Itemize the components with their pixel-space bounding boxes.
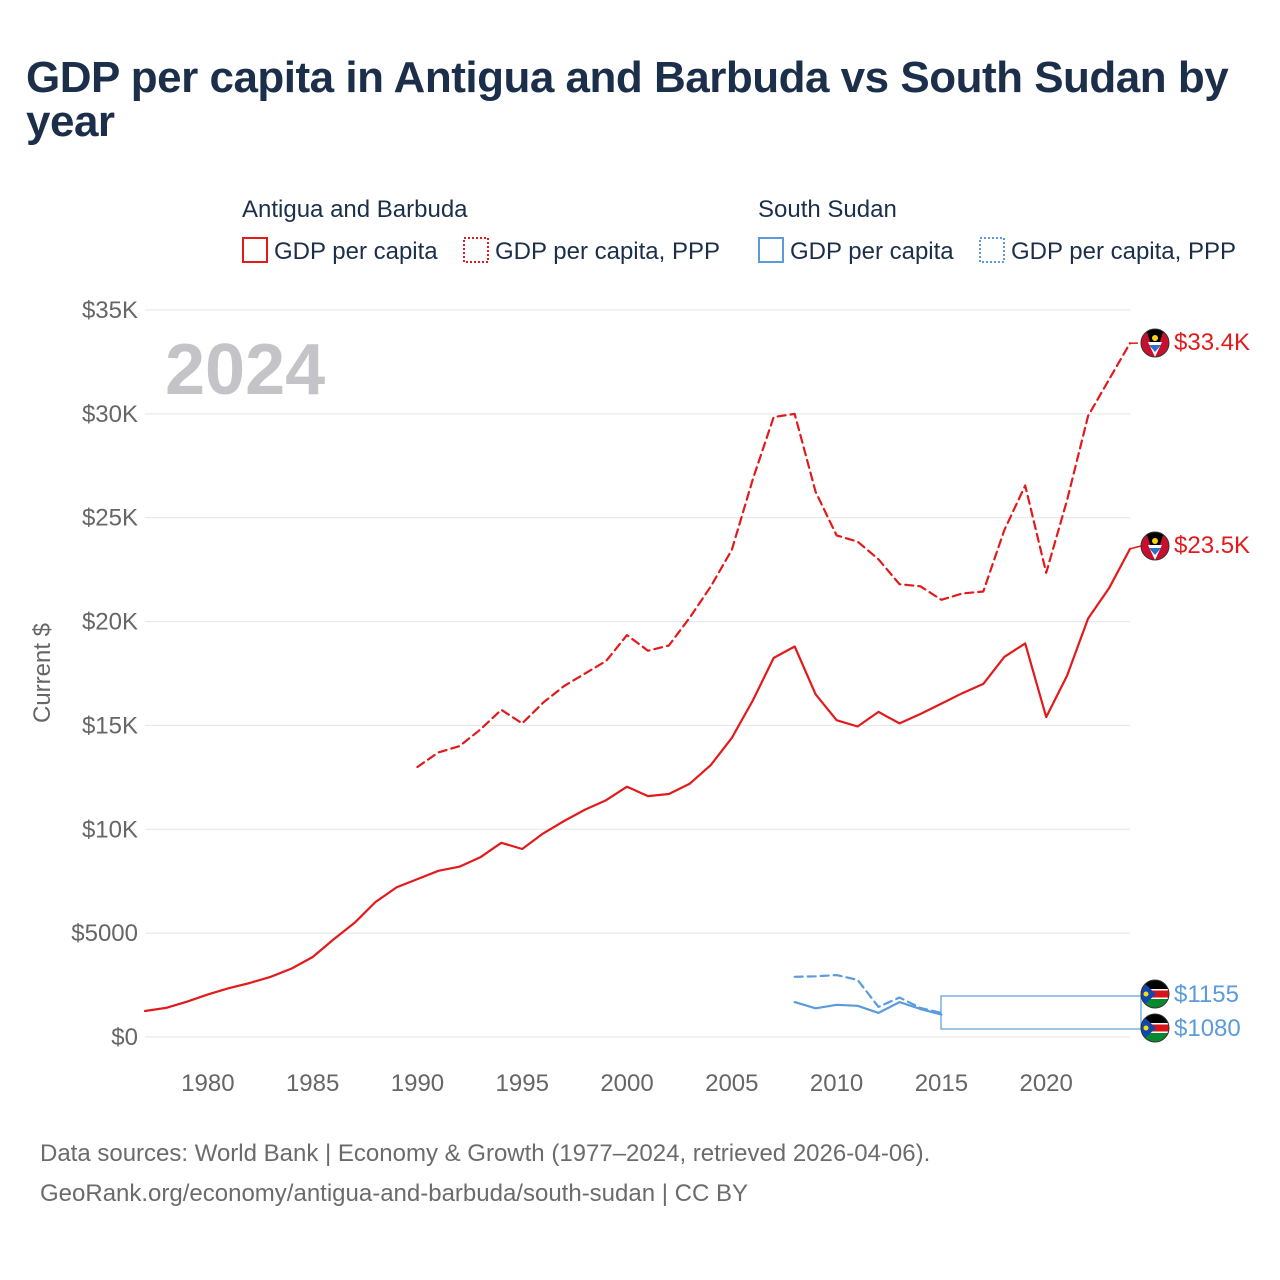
legend-group-south-sudan: South Sudan — [758, 196, 897, 223]
antigua-flag-icon — [1140, 531, 1170, 561]
legend-label-south-sudan-gdp[interactable]: GDP per capita — [790, 238, 954, 265]
antigua-flag-icon — [1140, 328, 1170, 358]
y-tick-label: $35K — [82, 297, 138, 324]
legend-label-antigua-ppp[interactable]: GDP per capita, PPP — [495, 238, 720, 265]
footer-url[interactable]: GeoRank.org/economy/antigua-and-barbuda/… — [40, 1180, 748, 1207]
x-axis: 1980 1985 1990 1995 2000 2005 2010 2015 2020 — [181, 1070, 1073, 1097]
south-sudan-flag-icon — [1140, 1013, 1170, 1043]
series-line-antigua-gdp[interactable] — [143, 547, 1132, 1013]
x-tick-label: 1990 — [391, 1070, 444, 1097]
end-value-label: $33.4K — [1174, 329, 1250, 356]
y-axis-label: Current $ — [29, 623, 56, 723]
legend-label-south-sudan-ppp[interactable]: GDP per capita, PPP — [1011, 238, 1236, 265]
south-sudan-label-bracket — [940, 995, 1142, 1030]
end-value-label: $23.5K — [1174, 532, 1250, 559]
page-title: GDP per capita in Antigua and Barbuda vs… — [26, 53, 1229, 146]
x-tick-label: 1985 — [286, 1070, 339, 1097]
y-tick-label: $5000 — [71, 920, 138, 947]
series-line-antigua-ppp[interactable] — [416, 342, 1132, 769]
series-line-south_sudan-gdp[interactable] — [793, 1000, 943, 1016]
x-tick-label: 2020 — [1019, 1070, 1072, 1097]
legend-swatch-south-sudan-gdp[interactable] — [758, 237, 784, 263]
legend-label-antigua-gdp[interactable]: GDP per capita — [274, 238, 438, 265]
x-tick-label: 2005 — [705, 1070, 758, 1097]
series-line-south_sudan-ppp[interactable] — [793, 973, 943, 1015]
end-labels: $33.4K $23.5K $1155 $1080 — [1174, 329, 1250, 1042]
x-tick-label: 1980 — [181, 1070, 234, 1097]
end-value-label: $1155 — [1174, 981, 1239, 1008]
y-tick-label: $10K — [82, 816, 138, 843]
legend-swatch-antigua-ppp[interactable] — [463, 237, 489, 263]
y-tick-label: $30K — [82, 401, 138, 428]
series-layer — [143, 342, 1142, 1016]
south-sudan-flag-icon — [1140, 979, 1170, 1009]
x-tick-label: 1995 — [496, 1070, 549, 1097]
y-tick-label: $25K — [82, 505, 138, 532]
legend: Antigua and Barbuda GDP per capita GDP p… — [242, 196, 1236, 265]
legend-swatch-antigua-gdp[interactable] — [242, 237, 268, 263]
grid — [145, 309, 1130, 1038]
legend-group-antigua: Antigua and Barbuda — [242, 196, 468, 223]
y-tick-label: $0 — [111, 1024, 138, 1051]
year-watermark: 2024 — [165, 330, 325, 410]
x-tick-label: 2010 — [810, 1070, 863, 1097]
footer-sources: Data sources: World Bank | Economy & Gro… — [40, 1140, 931, 1167]
y-axis: $0 $5000 $10K $15K $20K $25K $30K $35K — [71, 297, 138, 1051]
x-tick-label: 2000 — [600, 1070, 653, 1097]
x-tick-label: 2015 — [915, 1070, 968, 1097]
leader-line — [1129, 545, 1142, 550]
y-tick-label: $15K — [82, 712, 138, 739]
end-value-label: $1080 — [1174, 1015, 1241, 1042]
y-tick-label: $20K — [82, 609, 138, 636]
legend-swatch-south-sudan-ppp[interactable] — [979, 237, 1005, 263]
